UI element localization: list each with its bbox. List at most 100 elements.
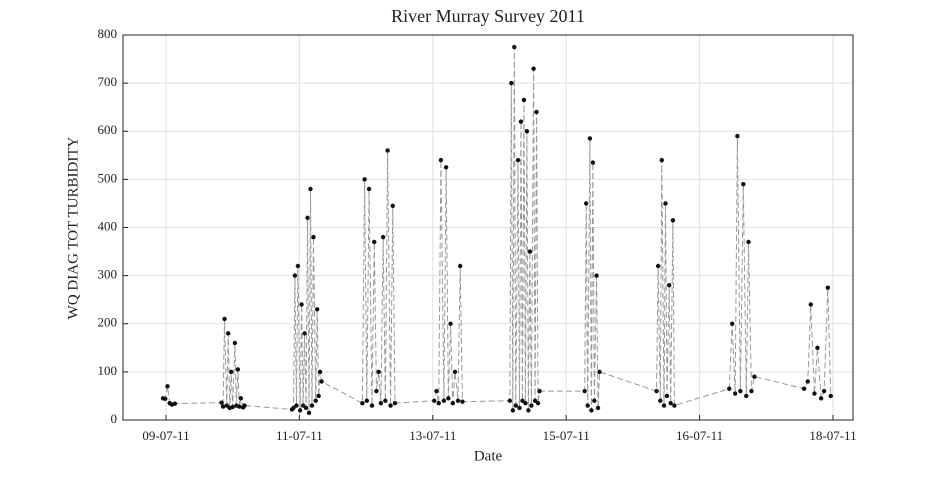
data-point — [589, 408, 594, 413]
data-point — [294, 403, 299, 408]
x-tick-label: 15-07-11 — [543, 428, 590, 443]
y-tick-label: 200 — [98, 315, 118, 330]
data-point — [226, 331, 231, 336]
data-point — [529, 403, 534, 408]
data-point — [752, 374, 757, 379]
data-point — [821, 388, 827, 394]
data-point — [594, 273, 599, 278]
data-point — [438, 157, 444, 163]
data-point — [220, 404, 226, 409]
data-point — [314, 307, 320, 312]
data-point — [460, 399, 465, 404]
data-point — [815, 345, 820, 351]
data-point — [672, 403, 677, 408]
data-point — [434, 388, 439, 394]
data-point — [319, 379, 324, 384]
data-point — [658, 398, 663, 403]
data-point — [362, 177, 367, 182]
data-point — [735, 133, 740, 139]
data-point — [509, 80, 514, 86]
data-point — [308, 186, 313, 192]
data-point — [825, 285, 831, 290]
data-point — [364, 398, 370, 403]
data-point — [655, 263, 661, 269]
x-tick-label: 16-07-11 — [676, 428, 723, 443]
data-point — [521, 97, 527, 103]
data-point — [443, 165, 449, 170]
data-point — [801, 386, 807, 391]
data-point — [222, 316, 227, 322]
data-point — [291, 405, 296, 411]
data-point — [305, 215, 310, 221]
chart-title: River Murray Survey 2011 — [391, 6, 585, 26]
data-point — [828, 393, 833, 399]
y-tick-label: 100 — [98, 363, 118, 378]
data-point — [661, 403, 667, 408]
data-point — [299, 302, 304, 307]
data-point — [812, 391, 817, 396]
data-point — [535, 400, 541, 406]
x-tick-label: 09-07-11 — [142, 428, 189, 443]
data-point — [518, 119, 524, 124]
data-point — [219, 400, 224, 405]
data-point — [237, 404, 242, 409]
data-point — [369, 403, 375, 408]
data-point — [374, 388, 379, 394]
data-point — [670, 218, 676, 223]
data-point — [317, 369, 323, 375]
data-point — [590, 160, 596, 165]
data-point — [805, 379, 810, 384]
data-point — [163, 396, 168, 402]
data-point — [583, 201, 589, 206]
data-point — [587, 136, 593, 141]
data-point — [360, 400, 365, 406]
data-point — [659, 157, 664, 163]
data-point — [242, 403, 247, 408]
data-point — [436, 400, 441, 406]
data-point — [597, 369, 602, 375]
data-point — [292, 273, 298, 278]
data-point — [385, 148, 390, 153]
data-point — [595, 405, 601, 411]
data-point — [446, 396, 451, 401]
data-point — [303, 405, 309, 411]
data-point — [537, 388, 542, 394]
data-point — [513, 403, 518, 408]
data-point — [531, 66, 536, 71]
data-point — [432, 398, 437, 403]
data-point — [664, 393, 670, 399]
data-point — [667, 283, 672, 288]
data-point — [582, 388, 587, 394]
data-point — [295, 263, 301, 269]
x-tick-label: 18-07-11 — [809, 428, 856, 443]
data-point — [534, 109, 539, 115]
data-point — [311, 234, 316, 240]
data-point — [448, 321, 453, 326]
data-point — [441, 398, 447, 403]
data-point — [524, 129, 530, 134]
data-point — [654, 388, 659, 394]
data-point — [818, 396, 824, 401]
data-point — [388, 403, 393, 408]
data-point — [585, 403, 590, 408]
y-tick-label: 700 — [98, 74, 118, 89]
data-point — [592, 398, 597, 403]
data-point — [316, 393, 321, 399]
data-point — [738, 388, 743, 394]
data-point — [668, 400, 673, 406]
data-point — [517, 405, 522, 411]
data-point — [732, 391, 738, 396]
data-point — [727, 386, 732, 391]
data-point — [458, 263, 463, 269]
y-tick-label: 400 — [98, 218, 118, 233]
data-point — [526, 408, 531, 413]
data-point — [383, 398, 388, 403]
data-point — [450, 400, 455, 406]
y-tick-label: 500 — [98, 170, 118, 185]
data-point — [366, 186, 372, 192]
x-axis-label: Date — [474, 448, 503, 464]
y-tick-label: 800 — [98, 26, 118, 41]
data-point — [527, 249, 533, 254]
data-point — [172, 401, 178, 406]
